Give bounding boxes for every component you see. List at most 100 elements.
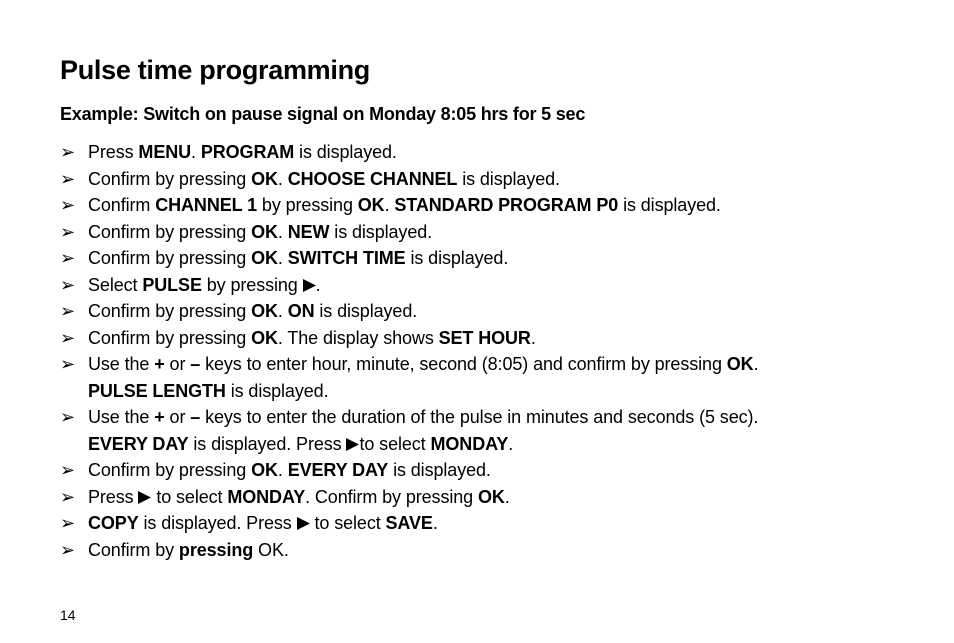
instruction-step: ➢Press MENU. PROGRAM is displayed. — [60, 139, 894, 166]
step-text-fragment: + — [154, 354, 164, 374]
step-text-fragment: . — [433, 513, 438, 533]
step-text-fragment: is displayed. — [294, 142, 397, 162]
step-text-fragment: OK — [251, 328, 278, 348]
step-bullet-icon: ➢ — [60, 139, 75, 166]
step-text-fragment: STANDARD PROGRAM P0 — [394, 195, 618, 215]
step-text-fragment: is displayed. — [329, 222, 432, 242]
step-text-fragment: Press — [88, 487, 138, 507]
step-text-fragment: Confirm by pressing — [88, 248, 251, 268]
step-text-fragment: ON — [288, 301, 315, 321]
step-text-fragment: . — [505, 487, 510, 507]
step-bullet-icon: ➢ — [60, 351, 75, 378]
page-number: 14 — [60, 607, 76, 623]
step-text-fragment: is displayed. — [226, 381, 329, 401]
step-text-fragment: EVERY DAY — [88, 434, 188, 454]
step-text-fragment: OK — [251, 169, 278, 189]
step-text-fragment: . — [385, 195, 395, 215]
step-text-fragment: . — [508, 434, 513, 454]
instruction-step: ➢Confirm CHANNEL 1 by pressing OK. STAND… — [60, 192, 894, 219]
step-text-fragment: OK — [251, 460, 278, 480]
step-text-fragment: pressing — [179, 540, 253, 560]
step-text-fragment: to select — [151, 487, 227, 507]
step-text-fragment: OK — [358, 195, 385, 215]
example-subtitle: Example: Switch on pause signal on Monda… — [60, 104, 894, 125]
step-text-fragment: – — [190, 354, 200, 374]
step-text-fragment: keys to enter the duration of the pulse … — [200, 407, 758, 427]
instruction-step: ➢Confirm by pressing OK. NEW is displaye… — [60, 219, 894, 246]
step-bullet-icon: ➢ — [60, 510, 75, 537]
step-text-fragment: SET HOUR — [439, 328, 531, 348]
step-bullet-icon: ➢ — [60, 272, 75, 299]
step-text-fragment: SAVE — [386, 513, 433, 533]
instruction-step: ➢Confirm by pressing OK. EVERY DAY is di… — [60, 457, 894, 484]
step-text-fragment: COPY — [88, 513, 139, 533]
step-bullet-icon: ➢ — [60, 484, 75, 511]
step-text-fragment: Confirm by pressing — [88, 169, 251, 189]
instruction-step: ➢ COPY is displayed. Press to select SAVE… — [60, 510, 894, 537]
step-text-fragment: PULSE LENGTH — [88, 381, 226, 401]
step-text-fragment: OK — [251, 301, 278, 321]
step-bullet-icon: ➢ — [60, 245, 75, 272]
step-bullet-icon: ➢ — [60, 166, 75, 193]
step-text-fragment: is displayed. Press — [188, 434, 346, 454]
step-bullet-icon: ➢ — [60, 404, 75, 431]
step-text-fragment: . — [278, 222, 288, 242]
right-arrow-icon — [138, 484, 151, 511]
step-text-fragment: MONDAY — [431, 434, 509, 454]
right-arrow-icon — [297, 510, 310, 537]
document-page: Pulse time programming Example: Switch o… — [0, 0, 954, 643]
step-text-fragment: OK. — [253, 540, 289, 560]
step-text-fragment: is displayed. — [315, 301, 418, 321]
step-text-fragment: . — [316, 275, 321, 295]
step-text-fragment: SWITCH TIME — [288, 248, 406, 268]
step-text-fragment: to select — [310, 513, 386, 533]
instruction-steps-list: ➢Press MENU. PROGRAM is displayed.➢Confi… — [60, 139, 894, 563]
step-text-fragment: . — [278, 248, 288, 268]
instruction-step: ➢Confirm by pressing OK. CHOOSE CHANNEL … — [60, 166, 894, 193]
instruction-step: ➢ Confirm by pressing OK. The display sho… — [60, 325, 894, 352]
step-text-fragment: is displayed. Press — [139, 513, 297, 533]
step-text-fragment: + — [154, 407, 164, 427]
instruction-step: ➢Confirm by pressing OK. SWITCH TIME is … — [60, 245, 894, 272]
step-bullet-icon: ➢ — [60, 219, 75, 246]
step-bullet-icon: ➢ — [60, 537, 75, 564]
step-text-fragment: OK — [727, 354, 754, 374]
step-text-fragment: or — [165, 354, 191, 374]
step-text-fragment: . — [278, 301, 288, 321]
step-text-fragment: MENU — [138, 142, 191, 162]
step-text-fragment: EVERY DAY — [288, 460, 388, 480]
step-text-fragment: Select — [88, 275, 142, 295]
step-text-fragment: Confirm by pressing — [88, 301, 251, 321]
step-text-fragment: Confirm by — [88, 540, 179, 560]
step-text-fragment: Confirm by pressing — [88, 328, 251, 348]
step-bullet-icon: ➢ — [60, 457, 75, 484]
instruction-step: ➢ Confirm by pressing OK. ON is displayed… — [60, 298, 894, 325]
step-text-fragment: keys to enter hour, minute, second (8:05… — [200, 354, 727, 374]
step-text-fragment: PULSE — [142, 275, 202, 295]
step-text-fragment: Use the — [88, 354, 154, 374]
page-title: Pulse time programming — [60, 55, 894, 86]
step-bullet-icon: ➢ — [60, 298, 75, 325]
step-text-fragment: . — [754, 354, 759, 374]
right-arrow-icon — [346, 431, 359, 458]
step-text-fragment: is displayed. — [457, 169, 560, 189]
step-text-fragment: . — [278, 460, 288, 480]
step-bullet-icon: ➢ — [60, 325, 75, 352]
step-text-fragment: CHANNEL 1 — [155, 195, 257, 215]
step-text-fragment: PROGRAM — [201, 142, 294, 162]
step-text-fragment: by pressing — [257, 195, 358, 215]
step-text-fragment: or — [165, 407, 191, 427]
step-text-fragment: CHOOSE CHANNEL — [288, 169, 458, 189]
step-text-fragment: . — [531, 328, 536, 348]
instruction-step: ➢ Use the + or – keys to enter hour, minu… — [60, 351, 894, 404]
step-text-fragment: Use the — [88, 407, 154, 427]
step-text-fragment: Press — [88, 142, 138, 162]
step-text-fragment: is displayed. — [406, 248, 509, 268]
instruction-step: ➢Press to select MONDAY. Confirm by pres… — [60, 484, 894, 511]
step-text-fragment: . The display shows — [278, 328, 439, 348]
step-text-fragment: is displayed. — [618, 195, 721, 215]
step-text-fragment: OK — [478, 487, 505, 507]
instruction-step: ➢Use the + or – keys to enter the durati… — [60, 404, 894, 457]
step-text-fragment: is displayed. — [388, 460, 491, 480]
step-text-fragment: . — [278, 169, 288, 189]
